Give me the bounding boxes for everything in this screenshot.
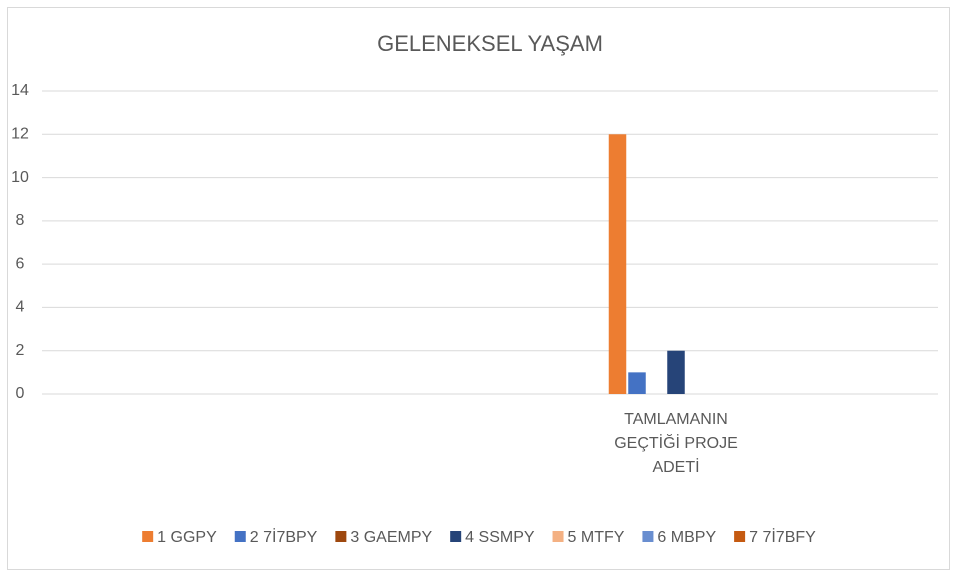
legend-swatch bbox=[142, 531, 154, 542]
legend-swatch bbox=[642, 531, 654, 542]
x-tick-label: TAMLAMANIN GEÇTİĞİ PROJE ADETİ bbox=[614, 411, 738, 476]
legend-swatch bbox=[234, 531, 246, 542]
bar bbox=[608, 134, 627, 395]
y-tick-label: 0 bbox=[16, 385, 25, 402]
chart-title: GELENEKSEL YAŞAM bbox=[377, 31, 603, 56]
legend-swatch bbox=[552, 531, 564, 542]
bar bbox=[667, 350, 685, 394]
y-tick-label: 12 bbox=[11, 126, 29, 143]
legend-label: 2 7İ7BPY bbox=[250, 527, 318, 546]
chart-border bbox=[7, 7, 950, 570]
y-tick-label: 6 bbox=[16, 255, 25, 272]
y-tick-label: 8 bbox=[16, 212, 25, 229]
y-tick-label: 10 bbox=[11, 169, 29, 186]
legend-swatch bbox=[450, 531, 462, 542]
legend-label: 4 SSMPY bbox=[465, 529, 535, 546]
legend-label: 7 7İ7BFY bbox=[749, 527, 816, 546]
legend-swatch bbox=[335, 531, 347, 542]
legend-label: 5 MTFY bbox=[568, 529, 625, 546]
y-tick-label: 14 bbox=[11, 82, 29, 99]
legend-label: 6 MBPY bbox=[657, 529, 716, 546]
bar bbox=[628, 372, 646, 394]
legend-label: 3 GAEMPY bbox=[350, 529, 432, 546]
y-tick-label: 4 bbox=[16, 299, 25, 316]
y-tick-label: 2 bbox=[16, 342, 25, 359]
legend-label: 1 GGPY bbox=[157, 529, 217, 546]
legend-swatch bbox=[734, 531, 746, 542]
